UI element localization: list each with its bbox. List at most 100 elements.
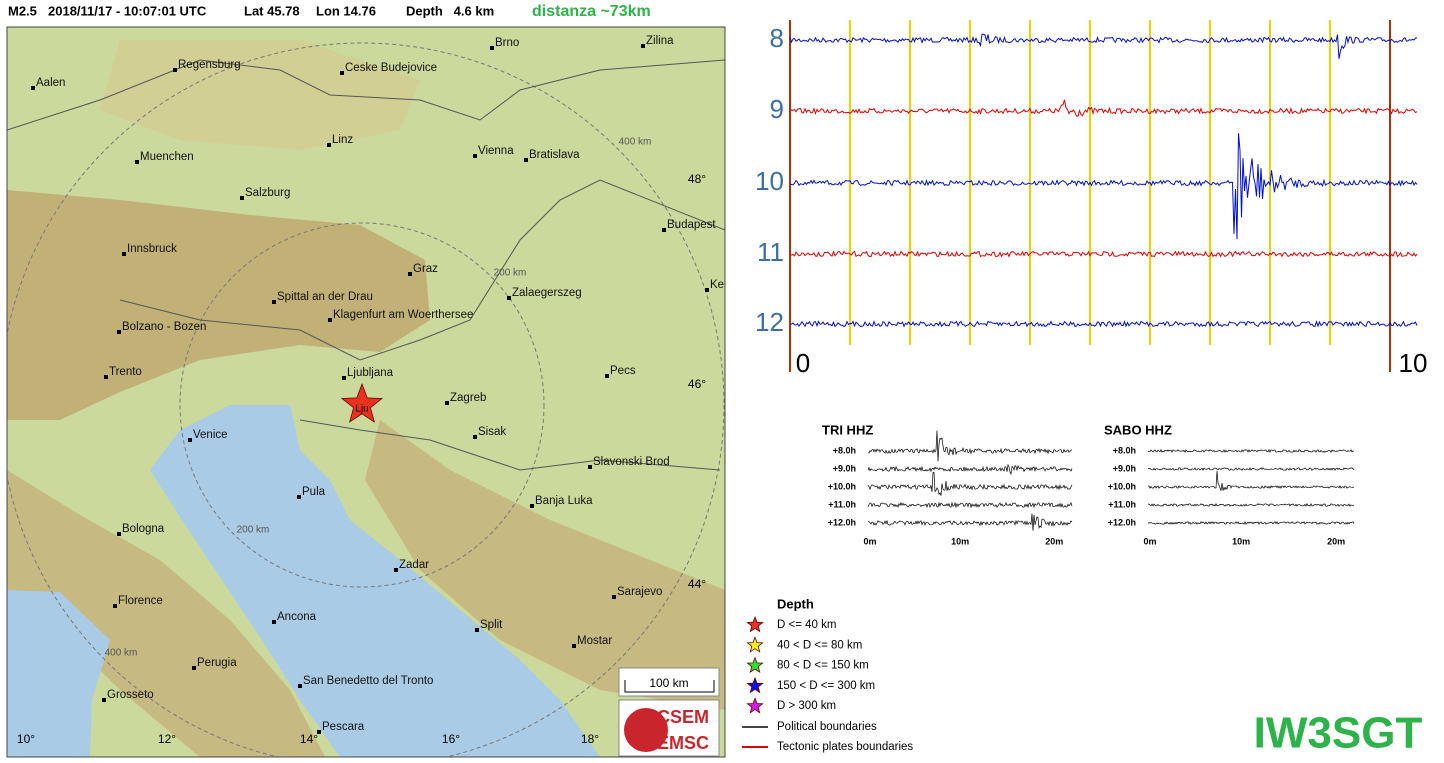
city-dot [530,504,534,508]
city-dot [605,374,609,378]
city-dot [31,86,35,90]
time-label: 10m [1232,536,1250,546]
city-label: Zilina [646,35,674,47]
longitude-label: 10° [17,732,35,746]
city-dot [612,595,616,599]
city-dot [507,296,511,300]
trace [867,430,1073,462]
star [746,676,764,694]
city-label: Ljubljana [347,367,394,379]
city-label: Sisak [478,426,506,438]
legend-item: 150 < D <= 300 km [777,680,875,692]
trace [1147,470,1355,491]
city-dot [188,438,192,442]
distance-label: 200 km [494,268,527,279]
hour-label: +9.0h [833,463,856,473]
trace [789,250,1418,258]
border [119,179,725,361]
city-label: Bologna [122,523,165,535]
callsign: IW3SGT [1254,709,1423,758]
city-label: Aalen [36,77,65,89]
city-dot [394,568,398,572]
trace [867,463,1073,476]
legend-item: D > 300 km [777,700,836,712]
city-label: Venice [193,429,228,441]
city-dot [272,300,276,304]
trace [789,99,1418,117]
city-dot [113,604,117,608]
city-label: Pula [302,486,326,498]
city-dot [705,288,709,292]
city-dot [173,68,177,72]
distance-text: distanza ~73km [532,3,651,20]
city-dot [475,628,479,632]
legend-item: 80 < D <= 150 km [777,660,869,672]
adriatic-sea [150,405,600,757]
axis-label: 10 [1399,348,1428,378]
city-label: Split [480,619,503,631]
trace [1147,467,1355,471]
city-dot [588,465,592,469]
trace [867,471,1073,496]
city-dot [473,154,477,158]
city-dot [490,46,494,50]
city-dot [104,375,108,379]
time-label: 0m [863,536,876,546]
scale-box [618,667,720,697]
city-dot [317,730,321,734]
trace [789,319,1418,328]
city-label: Slavonski Brod [593,456,670,468]
city-label: Trento [109,366,142,378]
header-text: Lon 14.76 [316,3,376,18]
hour-label: +11.0h [828,499,856,509]
city-dot [342,376,346,380]
trace [867,501,1073,509]
hour-label: +10.0h [1108,481,1136,491]
hour-label: +12.0h [828,517,856,527]
trace [867,513,1073,531]
city-label: Florence [118,595,163,607]
axis-label: 0 [796,348,810,378]
hour-label: +11.0h [1108,499,1136,509]
city-label: Ke [710,279,724,291]
city-label: Vienna [478,145,514,157]
city-label: Mostar [577,635,612,647]
time-label: 20m [1045,536,1063,546]
city-label: Bratislava [529,149,580,161]
time-label: 20m [1327,536,1345,546]
tyrrhenian-sea [7,590,110,757]
city-dot [135,160,139,164]
city-label: Pecs [610,365,636,377]
hour-label: +9.0h [1113,463,1136,473]
city-dot [240,196,244,200]
star [746,636,764,653]
logo-text: CSEM [657,707,709,727]
city-dot [298,684,302,688]
hour-label: +8.0h [1113,445,1136,455]
header-text: Depth 4.6 km [406,3,494,18]
border [299,419,721,471]
star [746,697,764,714]
city-label: Grosseto [107,689,154,701]
trace [1147,502,1355,507]
city-label: Klagenfurt am Woerthersee [333,309,473,321]
legend-item: D <= 40 km [777,619,836,631]
range-circle [7,42,725,757]
legend-item: Political boundaries [777,721,877,733]
city-label: Innsbruck [127,243,177,255]
city-label: Zagreb [450,392,486,404]
scale-bar [624,680,715,693]
trace [1147,521,1355,525]
latitude-label: 46° [688,377,706,391]
header-text: 2018/11/17 - 10:07:01 UTC [48,3,207,18]
range-circle [179,222,545,588]
city-dot [272,620,276,624]
city-dot [192,666,196,670]
city-label: Ancona [277,611,317,623]
epicenter-label: Lju [355,404,368,415]
city-dot [524,158,528,162]
city-dot [572,644,576,648]
city-dot [117,330,121,334]
time-label: 0m [1143,536,1156,546]
